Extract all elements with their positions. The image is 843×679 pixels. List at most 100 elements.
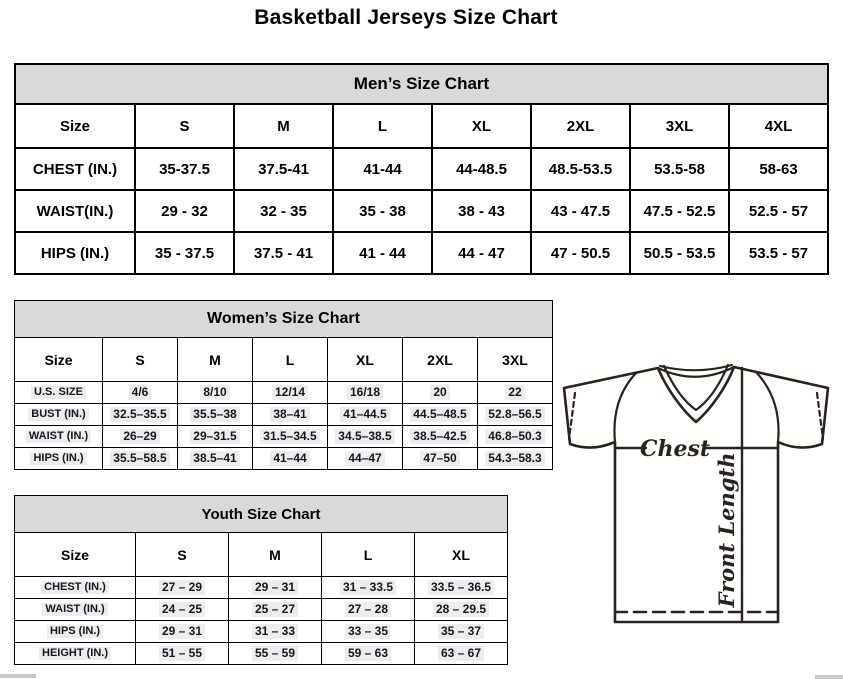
size-value-cell: 38–41: [252, 403, 328, 426]
table-header-row: Size S M L XL 2XL 3XL: [14, 337, 553, 382]
table-row: HIPS (IN.) 29 – 31 31 – 33 33 – 35 35 – …: [14, 620, 508, 643]
table-row: CHEST (IN.) 35-37.5 37.5-41 41-44 44-48.…: [14, 147, 829, 191]
size-value-cell: 29–31.5: [177, 425, 253, 448]
size-value: 28 – 29.5: [432, 602, 490, 617]
row-label-text: HIPS (IN.): [30, 451, 87, 466]
table-row: BUST (IN.) 32.5–35.5 35.5–38 38–41 41–44…: [14, 403, 553, 426]
size-value-cell: 58-63: [728, 147, 829, 191]
size-value-cell: 43 - 47.5: [530, 189, 631, 233]
column-header: 3XL: [477, 337, 553, 382]
size-value-cell: 59 – 63: [321, 642, 415, 665]
column-header: S: [135, 532, 229, 577]
column-header: M: [228, 532, 322, 577]
row-label: CHEST (IN.): [14, 147, 136, 191]
size-value-cell: 12/14: [252, 381, 328, 404]
size-value-cell: 32.5–35.5: [102, 403, 178, 426]
size-value-cell: 35 – 37: [414, 620, 508, 643]
size-value-cell: 33 – 35: [321, 620, 415, 643]
table-title-row: Men’s Size Chart: [14, 63, 829, 105]
column-header: Size: [14, 532, 136, 577]
collar-back-arc: [659, 364, 733, 372]
size-value-cell: 47 - 50.5: [530, 231, 631, 275]
womens-table: Women’s Size Chart Size S M L XL 2XL 3XL…: [14, 300, 553, 470]
size-value-cell: 32 - 35: [233, 189, 334, 233]
size-value-cell: 35 - 37.5: [134, 231, 235, 275]
mens-size-chart: Men’s Size Chart Size S M L XL 2XL 3XL 4…: [14, 63, 829, 275]
size-value: 34.5–38.5: [335, 429, 395, 444]
row-label: HEIGHT (IN.): [14, 642, 136, 665]
size-value-cell: 16/18: [327, 381, 403, 404]
column-header: L: [332, 103, 433, 149]
size-value-cell: 29 – 31: [135, 620, 229, 643]
column-header: XL: [327, 337, 403, 382]
size-value: 12/14: [271, 385, 309, 400]
size-value: 16/18: [346, 385, 384, 400]
size-value-cell: 55 – 59: [228, 642, 322, 665]
front-length-label: Front Length: [714, 453, 739, 609]
size-value: 8/10: [200, 385, 230, 400]
size-value: 55 – 59: [251, 646, 299, 661]
table-title: Women’s Size Chart: [14, 300, 553, 338]
table-row: WAIST(IN.) 29 - 32 32 - 35 35 - 38 38 - …: [14, 189, 829, 233]
size-value: 44.5–48.5: [410, 407, 470, 422]
size-value-cell: 35-37.5: [134, 147, 235, 191]
size-value-cell: 26–29: [102, 425, 178, 448]
size-value-cell: 44.5–48.5: [402, 403, 478, 426]
left-armhole-seam: [613, 371, 638, 444]
row-label: HIPS (IN.): [14, 231, 136, 275]
row-label-text: U.S. SIZE: [31, 385, 86, 400]
womens-size-chart: Women’s Size Chart Size S M L XL 2XL 3XL…: [14, 300, 553, 470]
size-value-cell: 44–47: [327, 447, 403, 470]
size-value: 25 – 27: [251, 602, 299, 617]
jersey-outline-shape: [562, 365, 830, 624]
size-value-cell: 4/6: [102, 381, 178, 404]
size-value-cell: 35.5–58.5: [102, 447, 178, 470]
size-value-cell: 35.5–38: [177, 403, 253, 426]
row-label-text: BUST (IN.): [28, 407, 89, 422]
size-value-cell: 27 – 28: [321, 598, 415, 621]
horizontal-scrollbar-fragment-right[interactable]: [815, 675, 843, 679]
column-header: S: [102, 337, 178, 382]
size-value-cell: 31.5–34.5: [252, 425, 328, 448]
size-value-cell: 29 - 32: [134, 189, 235, 233]
row-label-text: HIPS (IN.): [46, 624, 104, 639]
size-value: 41–44.5: [340, 407, 390, 422]
size-value-cell: 20: [402, 381, 478, 404]
row-label: CHEST (IN.): [14, 576, 136, 599]
size-value-cell: 37.5 - 41: [233, 231, 334, 275]
size-value-cell: 8/10: [177, 381, 253, 404]
row-label: HIPS (IN.): [14, 447, 103, 470]
table-row: WAIST (IN.) 26–29 29–31.5 31.5–34.5 34.5…: [14, 425, 553, 448]
size-value: 20: [430, 385, 450, 400]
horizontal-scrollbar-fragment-left[interactable]: [0, 674, 36, 678]
column-header: L: [252, 337, 328, 382]
row-label: BUST (IN.): [14, 403, 103, 426]
size-value: 35.5–58.5: [110, 451, 170, 466]
size-value-cell: 37.5-41: [233, 147, 334, 191]
column-header: Size: [14, 337, 103, 382]
youth-size-chart: Youth Size Chart Size S M L XL CHEST (IN…: [14, 495, 508, 665]
size-value: 38.5–42.5: [410, 429, 470, 444]
left-cuff-dashed-line: [567, 391, 577, 441]
size-value-cell: 63 – 67: [414, 642, 508, 665]
size-value: 35.5–38: [190, 407, 240, 422]
right-cuff-dashed-line: [815, 391, 825, 441]
size-value: 29–31.5: [190, 429, 240, 444]
column-header: L: [321, 532, 415, 577]
row-label: WAIST(IN.): [14, 189, 136, 233]
size-value-cell: 41 - 44: [332, 231, 433, 275]
size-value: 44–47: [345, 451, 385, 466]
size-value-cell: 50.5 - 53.5: [629, 231, 730, 275]
row-label-text: WAIST (IN.): [42, 602, 108, 617]
size-value-cell: 53.5 - 57: [728, 231, 829, 275]
size-value: 47–50: [420, 451, 460, 466]
size-value-cell: 48.5-53.5: [530, 147, 631, 191]
size-value-cell: 35 - 38: [332, 189, 433, 233]
table-row: HIPS (IN.) 35.5–58.5 38.5–41 41–44 44–47…: [14, 447, 553, 470]
size-value-cell: 22: [477, 381, 553, 404]
table-row: U.S. SIZE 4/6 8/10 12/14 16/18 20 22: [14, 381, 553, 404]
size-value-cell: 46.8–50.3: [477, 425, 553, 448]
size-value: 22: [505, 385, 525, 400]
column-header: S: [134, 103, 235, 149]
